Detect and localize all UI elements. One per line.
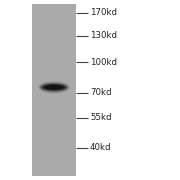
- Text: 40kd: 40kd: [90, 143, 111, 152]
- Text: 70kd: 70kd: [90, 88, 111, 97]
- Bar: [32, 4, 76, 176]
- Ellipse shape: [39, 81, 69, 93]
- Ellipse shape: [45, 85, 63, 90]
- Ellipse shape: [42, 84, 66, 91]
- Text: 170kd: 170kd: [90, 8, 117, 17]
- Text: 130kd: 130kd: [90, 31, 117, 40]
- Text: 100kd: 100kd: [90, 58, 117, 67]
- Ellipse shape: [40, 83, 68, 92]
- Text: 55kd: 55kd: [90, 113, 111, 122]
